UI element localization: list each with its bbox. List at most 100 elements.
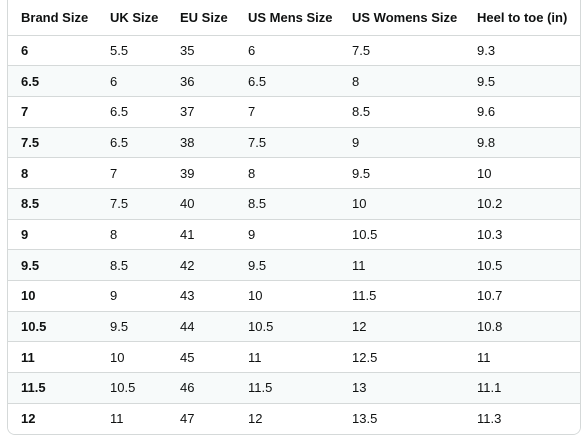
eu-size-cell: 35 xyxy=(180,42,195,58)
eu-size-cell: 37 xyxy=(180,104,195,120)
us-mens-size-cell: 10.5 xyxy=(248,319,274,335)
table-row: 8 7 39 8 9.5 10 xyxy=(8,157,580,189)
brand-size-cell: 9 xyxy=(21,226,29,242)
brand-size-cell: 10 xyxy=(21,288,36,304)
heel-to-toe-cell: 11 xyxy=(477,349,491,365)
us-womens-size-cell: 8.5 xyxy=(352,104,371,120)
brand-size-cell: 8.5 xyxy=(21,196,40,212)
us-womens-size-cell: 9 xyxy=(352,134,360,150)
eu-size-cell: 44 xyxy=(180,319,195,335)
uk-size-cell: 5.5 xyxy=(110,42,129,58)
size-chart-table: Brand Size UK Size EU Size US Mens Size … xyxy=(8,0,580,434)
eu-size-cell: 42 xyxy=(180,257,195,273)
us-womens-size-cell: 13 xyxy=(352,380,367,396)
us-womens-size-cell: 7.5 xyxy=(352,42,371,58)
us-mens-size-cell: 9 xyxy=(248,226,256,242)
eu-size-cell: 40 xyxy=(180,196,195,212)
uk-size-cell: 9.5 xyxy=(110,319,129,335)
us-mens-size-cell: 8 xyxy=(248,165,256,181)
us-womens-size-cell: 8 xyxy=(352,73,360,89)
eu-size-cell: 47 xyxy=(180,411,195,427)
heel-to-toe-cell: 11.1 xyxy=(477,380,502,396)
heel-to-toe-cell: 10.2 xyxy=(477,196,503,212)
table-row: 8.5 7.5 40 8.5 10 10.2 xyxy=(8,188,580,220)
us-mens-size-cell: 8.5 xyxy=(248,196,267,212)
uk-size-cell: 11 xyxy=(110,411,124,427)
us-womens-size-cell: 10.5 xyxy=(352,226,378,242)
us-mens-size-cell: 9.5 xyxy=(248,257,267,273)
table-row: 11.5 10.5 46 11.5 13 11.1 xyxy=(8,372,580,404)
us-mens-size-cell: 11.5 xyxy=(248,380,273,396)
uk-size-cell: 7.5 xyxy=(110,196,129,212)
us-womens-size-cell: 12 xyxy=(352,319,367,335)
header-uk-size: UK Size xyxy=(97,0,167,35)
heel-to-toe-cell: 10.7 xyxy=(477,288,503,304)
header-brand-size: Brand Size xyxy=(8,0,97,35)
us-womens-size-cell: 11.5 xyxy=(352,288,377,304)
us-mens-size-cell: 6.5 xyxy=(248,73,267,89)
brand-size-cell: 9.5 xyxy=(21,257,40,273)
uk-size-cell: 8.5 xyxy=(110,257,129,273)
brand-size-cell: 7 xyxy=(21,104,29,120)
eu-size-cell: 43 xyxy=(180,288,195,304)
table-row: 7 6.5 37 7 8.5 9.6 xyxy=(8,96,580,128)
table-row: 10 9 43 10 11.5 10.7 xyxy=(8,280,580,312)
table-header: Brand Size UK Size EU Size US Mens Size … xyxy=(8,0,580,35)
heel-to-toe-cell: 9.5 xyxy=(477,73,496,89)
uk-size-cell: 6.5 xyxy=(110,104,129,120)
brand-size-cell: 12 xyxy=(21,411,36,427)
us-mens-size-cell: 12 xyxy=(248,411,263,427)
us-womens-size-cell: 9.5 xyxy=(352,165,371,181)
header-heel-to-toe: Heel to toe (in) xyxy=(464,0,580,35)
brand-size-cell: 6 xyxy=(21,42,29,58)
heel-to-toe-cell: 10.5 xyxy=(477,257,503,273)
table-row: 12 11 47 12 13.5 11.3 xyxy=(8,403,580,434)
table-row: 10.5 9.5 44 10.5 12 10.8 xyxy=(8,311,580,342)
uk-size-cell: 6 xyxy=(110,73,118,89)
table-row: 7.5 6.5 38 7.5 9 9.8 xyxy=(8,127,580,158)
table-row: 11 10 45 11 12.5 11 xyxy=(8,341,580,373)
table-row: 6.5 6 36 6.5 8 9.5 xyxy=(8,65,580,97)
uk-size-cell: 9 xyxy=(110,288,118,304)
heel-to-toe-cell: 10 xyxy=(477,165,492,181)
eu-size-cell: 36 xyxy=(180,73,195,89)
uk-size-cell: 10.5 xyxy=(110,380,136,396)
us-mens-size-cell: 7 xyxy=(248,104,256,120)
header-us-womens-size: US Womens Size xyxy=(339,0,464,35)
header-us-mens-size: US Mens Size xyxy=(235,0,339,35)
brand-size-cell: 11 xyxy=(21,349,35,365)
eu-size-cell: 46 xyxy=(180,380,195,396)
us-womens-size-cell: 10 xyxy=(352,196,367,212)
uk-size-cell: 6.5 xyxy=(110,134,129,150)
eu-size-cell: 39 xyxy=(180,165,195,181)
size-chart-table-container: Brand Size UK Size EU Size US Mens Size … xyxy=(7,0,581,435)
table-row: 9 8 41 9 10.5 10.3 xyxy=(8,219,580,250)
brand-size-cell: 7.5 xyxy=(21,134,40,150)
brand-size-cell: 6.5 xyxy=(21,73,40,89)
brand-size-cell: 10.5 xyxy=(21,319,47,335)
heel-to-toe-cell: 10.3 xyxy=(477,226,503,242)
us-mens-size-cell: 11 xyxy=(248,349,262,365)
eu-size-cell: 45 xyxy=(180,349,195,365)
heel-to-toe-cell: 9.6 xyxy=(477,104,496,120)
uk-size-cell: 7 xyxy=(110,165,118,181)
heel-to-toe-cell: 10.8 xyxy=(477,319,503,335)
heel-to-toe-cell: 11.3 xyxy=(477,411,502,427)
header-eu-size: EU Size xyxy=(167,0,235,35)
table-row: 9.5 8.5 42 9.5 11 10.5 xyxy=(8,249,580,281)
brand-size-cell: 11.5 xyxy=(21,380,46,396)
eu-size-cell: 38 xyxy=(180,134,195,150)
header-row: Brand Size UK Size EU Size US Mens Size … xyxy=(8,0,580,35)
us-mens-size-cell: 6 xyxy=(248,42,256,58)
us-womens-size-cell: 11 xyxy=(352,257,366,273)
us-mens-size-cell: 7.5 xyxy=(248,134,267,150)
table-body: 6 5.5 35 6 7.5 9.3 6.5 6 36 6.5 8 9.5 7 6.5 37 7 8.5 9.6 7… xyxy=(8,35,580,434)
heel-to-toe-cell: 9.3 xyxy=(477,42,496,58)
us-womens-size-cell: 13.5 xyxy=(352,411,378,427)
us-womens-size-cell: 12.5 xyxy=(352,349,378,365)
uk-size-cell: 10 xyxy=(110,349,125,365)
heel-to-toe-cell: 9.8 xyxy=(477,134,496,150)
table-row: 6 5.5 35 6 7.5 9.3 xyxy=(8,35,580,66)
us-mens-size-cell: 10 xyxy=(248,288,263,304)
eu-size-cell: 41 xyxy=(180,226,195,242)
